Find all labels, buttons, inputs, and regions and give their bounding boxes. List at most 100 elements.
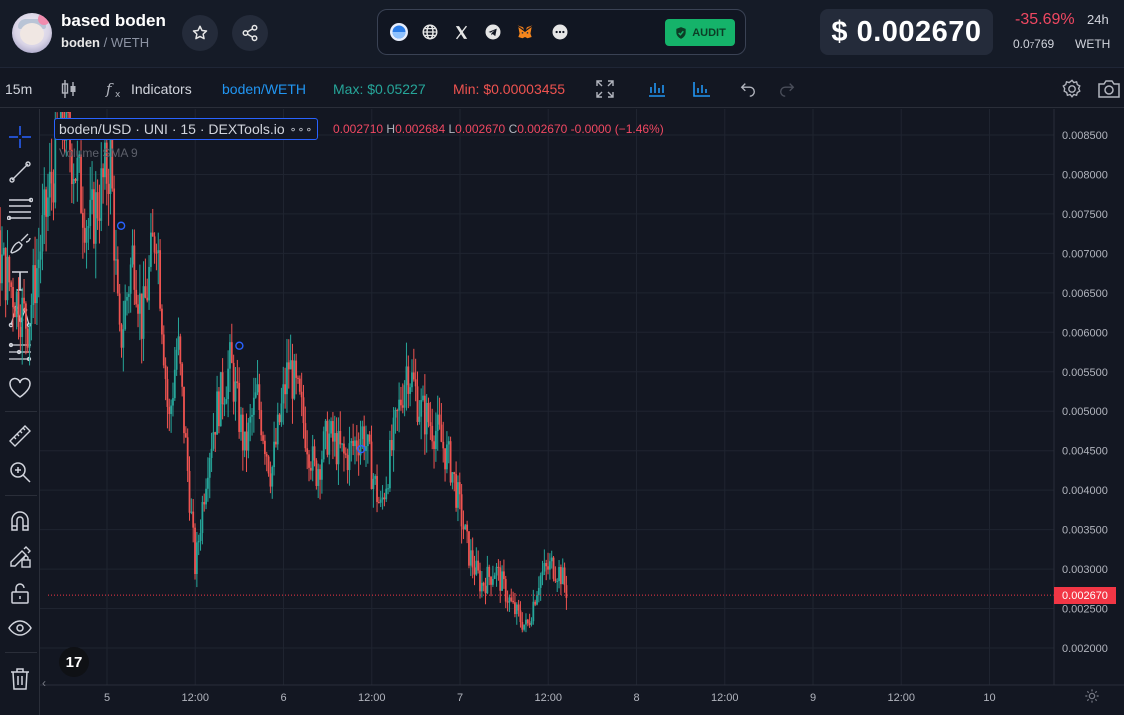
candle-body [425, 402, 428, 435]
redo-button[interactable] [778, 70, 796, 108]
candle-body [320, 459, 323, 480]
candle-body [126, 296, 128, 301]
candle-body [206, 477, 209, 489]
chain-link-button[interactable] [388, 21, 410, 43]
audit-button[interactable]: AUDIT [665, 19, 735, 46]
stay-drawing-tool[interactable] [6, 543, 34, 571]
candle-body [72, 178, 75, 185]
candle-body [243, 431, 246, 451]
candle-body [355, 440, 358, 450]
undo-button[interactable] [739, 70, 757, 108]
bars-button[interactable] [692, 70, 712, 108]
candle-body [394, 410, 397, 418]
brush-tool[interactable] [6, 230, 34, 258]
horizontal-lines-icon [7, 197, 33, 220]
candle-body [530, 621, 533, 625]
website-link-button[interactable] [419, 21, 441, 43]
chart-type-button[interactable] [647, 70, 667, 108]
candle-body [124, 300, 127, 330]
time-tick-label: 12:00 [887, 692, 915, 704]
candle-body [335, 433, 338, 465]
candle-body [376, 476, 378, 502]
candle-body [87, 225, 90, 229]
svg-text:f: f [105, 80, 114, 98]
hide-drawings-tool[interactable] [6, 614, 34, 642]
eye-icon [8, 620, 32, 636]
telegram-icon [485, 24, 501, 40]
candle-body [387, 488, 389, 490]
axis-settings-button[interactable] [1084, 688, 1100, 709]
chart-legend[interactable]: boden/USD · UNI · 15 · DEXTools.io ∘∘∘ [54, 118, 319, 140]
camera-icon [1098, 80, 1120, 98]
symbol-label[interactable]: boden/WETH [222, 81, 307, 97]
trendline-tool[interactable] [6, 158, 34, 186]
candle-body [78, 154, 81, 158]
volume-indicator-label[interactable]: Volume SMA 9 [59, 146, 138, 160]
favorites-tool[interactable] [6, 374, 34, 402]
fullscreen-button[interactable] [595, 70, 615, 108]
x-link-button[interactable] [450, 21, 472, 43]
candle-body [565, 585, 568, 598]
candle-body [475, 560, 478, 575]
candle-body [350, 440, 353, 444]
tradingview-logo[interactable]: 17 [59, 647, 89, 677]
candle-body [289, 360, 292, 370]
price-tick-label: 0.007500 [1062, 209, 1108, 221]
globe-icon [422, 24, 438, 40]
candle-body [429, 422, 432, 426]
interval-selector[interactable]: 15m [5, 81, 33, 97]
chart-style-button[interactable] [60, 70, 78, 108]
trade-marker [356, 444, 366, 454]
token-pair: boden / WETH [61, 35, 149, 50]
chart-settings-button[interactable] [1061, 70, 1083, 108]
favorite-button[interactable] [182, 15, 218, 51]
toolbar-divider [5, 411, 37, 412]
toolbar-divider [5, 652, 37, 653]
fib-tool[interactable] [6, 194, 34, 222]
price-tick-label: 0.008500 [1062, 130, 1108, 142]
candle-body [140, 293, 143, 339]
screenshot-button[interactable] [1097, 70, 1121, 108]
candle-body [361, 426, 364, 440]
candle-body [168, 406, 171, 415]
magnet-tool[interactable] [6, 507, 34, 535]
candle-body [534, 601, 537, 605]
lock-drawings-tool[interactable] [6, 579, 34, 607]
candle-body [377, 501, 380, 503]
price-tick-label: 0.005500 [1062, 367, 1108, 379]
candle-body [48, 171, 51, 198]
candle-body [21, 297, 24, 338]
candle-body [19, 326, 22, 338]
telegram-link-button[interactable] [482, 21, 504, 43]
candle-body [142, 286, 145, 339]
more-links-button[interactable] [549, 21, 571, 43]
legend-more-icon[interactable]: ∘∘∘ [289, 123, 314, 136]
candle-body [151, 232, 154, 237]
zoom-tool[interactable] [6, 458, 34, 486]
candle-body [238, 382, 241, 432]
crosshair-tool[interactable] [6, 123, 34, 151]
candle-body [405, 366, 408, 386]
measure-tool[interactable] [6, 422, 34, 450]
candle-body [324, 420, 327, 432]
candle-body [12, 287, 14, 308]
share-button[interactable] [232, 15, 268, 51]
candle-body [254, 392, 257, 398]
scroll-left-arrow[interactable]: ‹ [42, 676, 46, 690]
candle-body [493, 575, 496, 579]
candle-body [8, 256, 11, 283]
candle-body [70, 149, 73, 185]
brush-icon [10, 233, 31, 254]
audit-label: AUDIT [692, 26, 726, 39]
candle-body [37, 259, 40, 269]
candle-body [17, 291, 20, 327]
metamask-button[interactable] [514, 21, 536, 43]
share-icon [242, 24, 258, 42]
candle-body [155, 252, 158, 254]
candle-body [418, 416, 421, 422]
candle-body [403, 385, 406, 408]
remove-drawings-tool[interactable] [6, 665, 34, 693]
